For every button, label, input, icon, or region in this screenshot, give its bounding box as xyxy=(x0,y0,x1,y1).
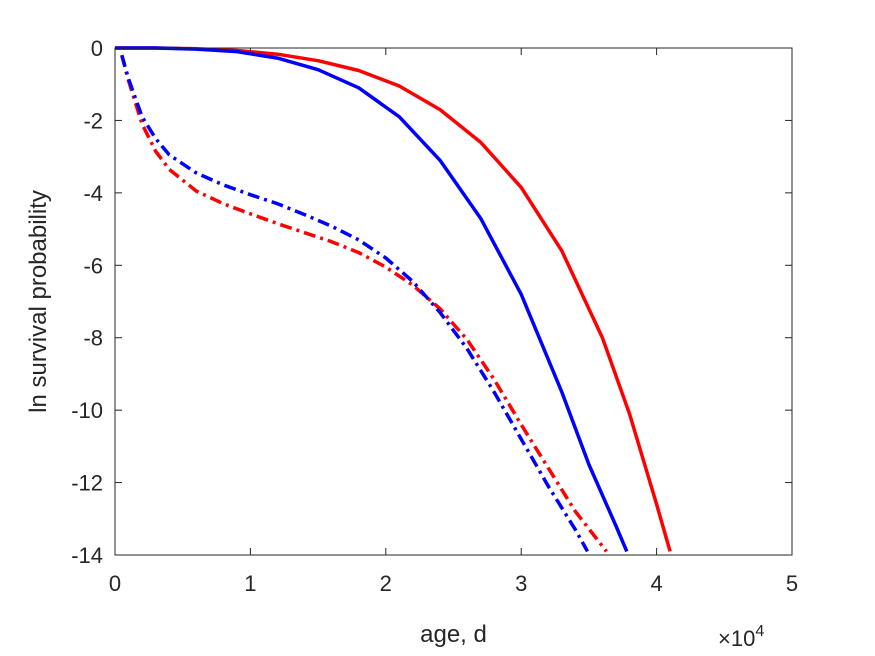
x-tick-label: 1 xyxy=(244,571,256,596)
x-tick-label: 0 xyxy=(109,571,121,596)
x-axis-multiplier-exponent: 4 xyxy=(755,623,764,640)
y-tick-label: -4 xyxy=(83,181,103,206)
x-axis-label: age, d xyxy=(420,621,487,648)
x-tick-label: 3 xyxy=(515,571,527,596)
x-tick-label: 2 xyxy=(380,571,392,596)
x-axis-multiplier: ×104 xyxy=(718,623,764,651)
x-axis-multiplier-base: ×10 xyxy=(718,626,755,651)
series-group xyxy=(115,46,672,553)
x-tick-label: 5 xyxy=(786,571,798,596)
y-axis-label: ln survival probability xyxy=(25,190,52,413)
y-tick-label: -14 xyxy=(71,543,103,568)
y-tick-label: -8 xyxy=(83,326,103,351)
x-axis-ticks: 0 1 2 3 4 5 xyxy=(109,48,798,596)
x-tick-label: 4 xyxy=(650,571,662,596)
y-tick-label: 0 xyxy=(91,36,103,61)
plot-area-frame xyxy=(114,47,793,556)
series-line-3 xyxy=(120,54,608,553)
series-line-2 xyxy=(115,46,629,553)
y-tick-label: -12 xyxy=(71,471,103,496)
y-tick-label: -10 xyxy=(71,398,103,423)
y-axis-ticks: 0 -2 -4 -6 -8 -10 -12 -14 xyxy=(71,36,792,568)
y-tick-label: -6 xyxy=(83,253,103,278)
y-tick-label: -2 xyxy=(83,108,103,133)
